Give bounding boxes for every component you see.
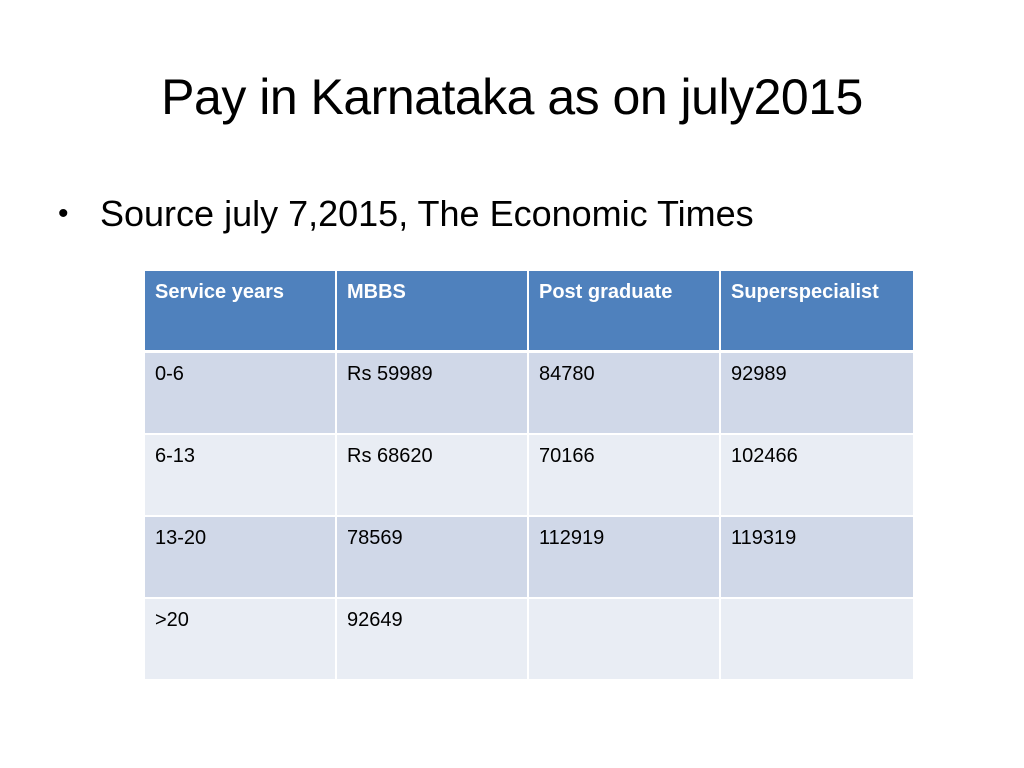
table-cell: 78569 [337, 517, 529, 599]
table-cell: 92649 [337, 599, 529, 681]
bullet-item: • Source july 7,2015, The Economic Times [58, 190, 754, 238]
table-row: >20 92649 [145, 599, 913, 681]
table-cell: 92989 [721, 353, 913, 435]
table-row: 0-6 Rs 59989 84780 92989 [145, 353, 913, 435]
table-row: 13-20 78569 112919 119319 [145, 517, 913, 599]
table-cell [721, 599, 913, 681]
bullet-text: Source july 7,2015, The Economic Times [100, 193, 754, 234]
slide-title: Pay in Karnataka as on july2015 [161, 69, 863, 125]
table-cell: 102466 [721, 435, 913, 517]
table-cell: 84780 [529, 353, 721, 435]
table-header-row: Service years MBBS Post graduate Supersp… [145, 271, 913, 353]
table-cell: Rs 68620 [337, 435, 529, 517]
table-cell: 0-6 [145, 353, 337, 435]
pay-table: Service years MBBS Post graduate Supersp… [145, 271, 913, 681]
table-cell [529, 599, 721, 681]
table-cell: 112919 [529, 517, 721, 599]
table-cell: 70166 [529, 435, 721, 517]
bullet-dot-icon: • [58, 197, 69, 230]
table-cell: 6-13 [145, 435, 337, 517]
header-superspecialist: Superspecialist [721, 271, 913, 353]
table-cell: 13-20 [145, 517, 337, 599]
table-cell: Rs 59989 [337, 353, 529, 435]
header-mbbs: MBBS [337, 271, 529, 353]
table-row: 6-13 Rs 68620 70166 102466 [145, 435, 913, 517]
header-service-years: Service years [145, 271, 337, 353]
header-post-graduate: Post graduate [529, 271, 721, 353]
table-cell: 119319 [721, 517, 913, 599]
table-cell: >20 [145, 599, 337, 681]
